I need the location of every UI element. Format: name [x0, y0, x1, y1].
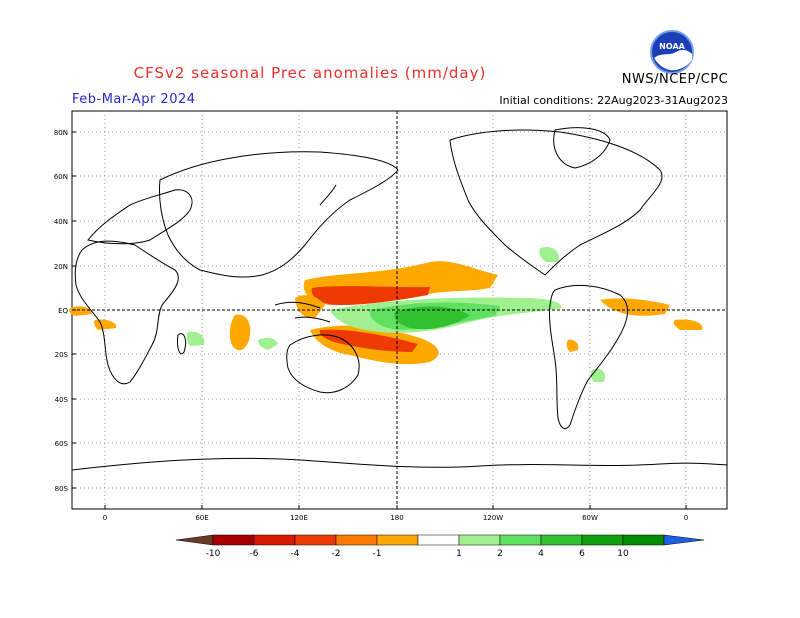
chart-title: CFSv2 seasonal Prec anomalies (mm/day)	[133, 64, 487, 82]
anomaly-wet-equatorial-pacific-strong	[394, 306, 470, 330]
colorbar-label: -4	[291, 549, 300, 559]
colorbar-label: 4	[538, 549, 544, 559]
coastline-africa	[74, 240, 179, 385]
longitude-label: 0	[103, 514, 107, 522]
season-label: Feb-Mar-Apr 2024	[72, 92, 196, 107]
colorbar-label: 10	[617, 549, 629, 559]
anomaly-strong-dry-southwest-pacific	[319, 329, 418, 352]
colorbar-label: 1	[456, 549, 462, 559]
anomaly-shading	[69, 246, 703, 382]
colorbar-box	[499, 534, 542, 546]
coastline-australia	[286, 334, 360, 394]
noaa-logo-text: NOAA	[659, 42, 685, 51]
coastline-antarctica	[71, 457, 728, 471]
coastline-asia	[159, 151, 399, 278]
latitude-label: 20N	[54, 263, 68, 271]
coastline-north-america	[449, 129, 663, 276]
longitude-label: 120W	[483, 514, 503, 522]
anomaly-dry-south-america-coast	[566, 339, 579, 352]
agency-label: NWS/NCEP/CPC	[621, 72, 729, 87]
anomaly-wet-indian-ocean	[186, 331, 205, 346]
coastline-south-america	[549, 285, 628, 429]
anomaly-dry-south-atlantic	[673, 319, 703, 330]
coastline-indonesia	[274, 301, 331, 323]
anomaly-dry-western-pacific	[295, 295, 325, 319]
colorbar-box	[622, 534, 665, 546]
map-plot-area	[69, 110, 728, 510]
longitude-label: 60E	[195, 514, 208, 522]
latitude-label: 80S	[55, 485, 69, 493]
colorbar-label: -6	[250, 549, 259, 559]
longitude-label: 60W	[582, 514, 598, 522]
anomaly-dry-indian-ocean	[229, 314, 251, 351]
colorbar-label: -10	[206, 549, 221, 559]
colorbar-box	[417, 534, 460, 546]
coastline-madagascar	[177, 333, 187, 355]
anomaly-dry-west-africa	[69, 306, 92, 316]
coastline-greenland	[553, 127, 611, 169]
colorbar-label: -1	[373, 549, 382, 559]
coastlines	[71, 127, 728, 471]
colorbar-box	[335, 534, 378, 546]
latitude-label: 20S	[55, 351, 69, 359]
latitude-label: 40S	[55, 396, 69, 404]
coastline-europe	[87, 189, 193, 245]
initial-conditions-label: Initial conditions: 22Aug2023-31Aug2023	[499, 94, 728, 107]
colorbar-max-extension	[663, 534, 705, 546]
longitude-labels: 0 60E 120E 180 120W 60W 0	[103, 505, 688, 522]
colorbar-labels: -10 -6 -4 -2 -1 1 2 4 6 10	[206, 549, 629, 559]
colorbar-box	[253, 534, 296, 546]
anomaly-wet-australia-east	[258, 337, 278, 350]
anomaly-strong-dry-central-pacific	[311, 286, 430, 305]
coastline-japan	[319, 184, 337, 206]
colorbar-label: -2	[332, 549, 341, 559]
colorbar-box	[376, 534, 419, 546]
colorbar-box	[540, 534, 583, 546]
colorbar-label: 2	[497, 549, 503, 559]
colorbar-box	[581, 534, 624, 546]
colorbar-box	[294, 534, 337, 546]
latitude-label: 40N	[54, 218, 68, 226]
longitude-label: 0	[684, 514, 688, 522]
colorbar-boxes	[175, 534, 705, 546]
latitude-label: EQ	[58, 307, 68, 315]
anomaly-wet-central-america	[539, 246, 559, 262]
colorbar-box	[212, 534, 255, 546]
colorbar-box	[458, 534, 501, 546]
latitude-label: 60S	[55, 440, 69, 448]
colorbar-label: 6	[579, 549, 585, 559]
noaa-logo: NOAA	[650, 30, 694, 74]
latitude-label: 80N	[54, 129, 68, 137]
latitude-label: 60N	[54, 173, 68, 181]
anomaly-dry-atlantic-equatorial	[600, 298, 670, 316]
longitude-label: 120E	[290, 514, 308, 522]
colorbar-min-extension	[175, 534, 214, 546]
latitude-labels: 80N 60N 40N 20N EQ 20S 40S 60S 80S	[54, 129, 76, 493]
longitude-label: 180	[390, 514, 403, 522]
